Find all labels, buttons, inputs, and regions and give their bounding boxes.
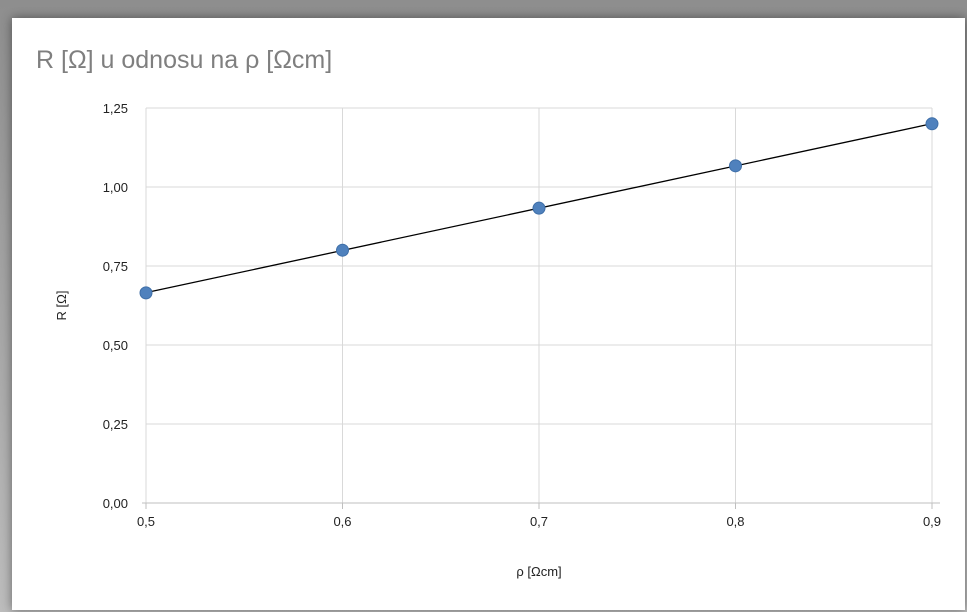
y-tick-label: 1,00 bbox=[103, 180, 128, 195]
x-tick-label: 0,6 bbox=[333, 514, 351, 529]
x-axis-label: ρ [Ωcm] bbox=[516, 564, 561, 579]
x-tick-label: 0,9 bbox=[923, 514, 941, 529]
x-tick-label: 0,7 bbox=[530, 514, 548, 529]
y-tick-label: 0,00 bbox=[103, 496, 128, 511]
data-point bbox=[139, 286, 153, 300]
y-tick-label: 0,25 bbox=[103, 417, 128, 432]
axes bbox=[142, 502, 940, 509]
data-points bbox=[139, 117, 939, 300]
chart-card bbox=[12, 18, 965, 610]
data-point bbox=[336, 243, 349, 257]
chart-title: R [Ω] u odnosu na ρ [Ωcm] bbox=[36, 46, 333, 74]
y-tick-label: 0,50 bbox=[103, 338, 128, 353]
data-point bbox=[532, 201, 546, 215]
x-tick-label: 0,8 bbox=[726, 514, 744, 529]
data-point bbox=[729, 159, 742, 173]
tick-labels: 0,00 0,25 0,50 0,75 1,00 1,25 0,5 0,6 0,7 0,8 0,9 bbox=[103, 101, 941, 529]
y-axis-label: R [Ω] bbox=[54, 291, 69, 321]
x-tick-label: 0,5 bbox=[137, 514, 155, 529]
y-tick-label: 0,75 bbox=[103, 259, 128, 274]
grid-lines bbox=[145, 107, 933, 503]
data-point bbox=[925, 117, 939, 131]
y-tick-label: 1,25 bbox=[103, 101, 128, 116]
